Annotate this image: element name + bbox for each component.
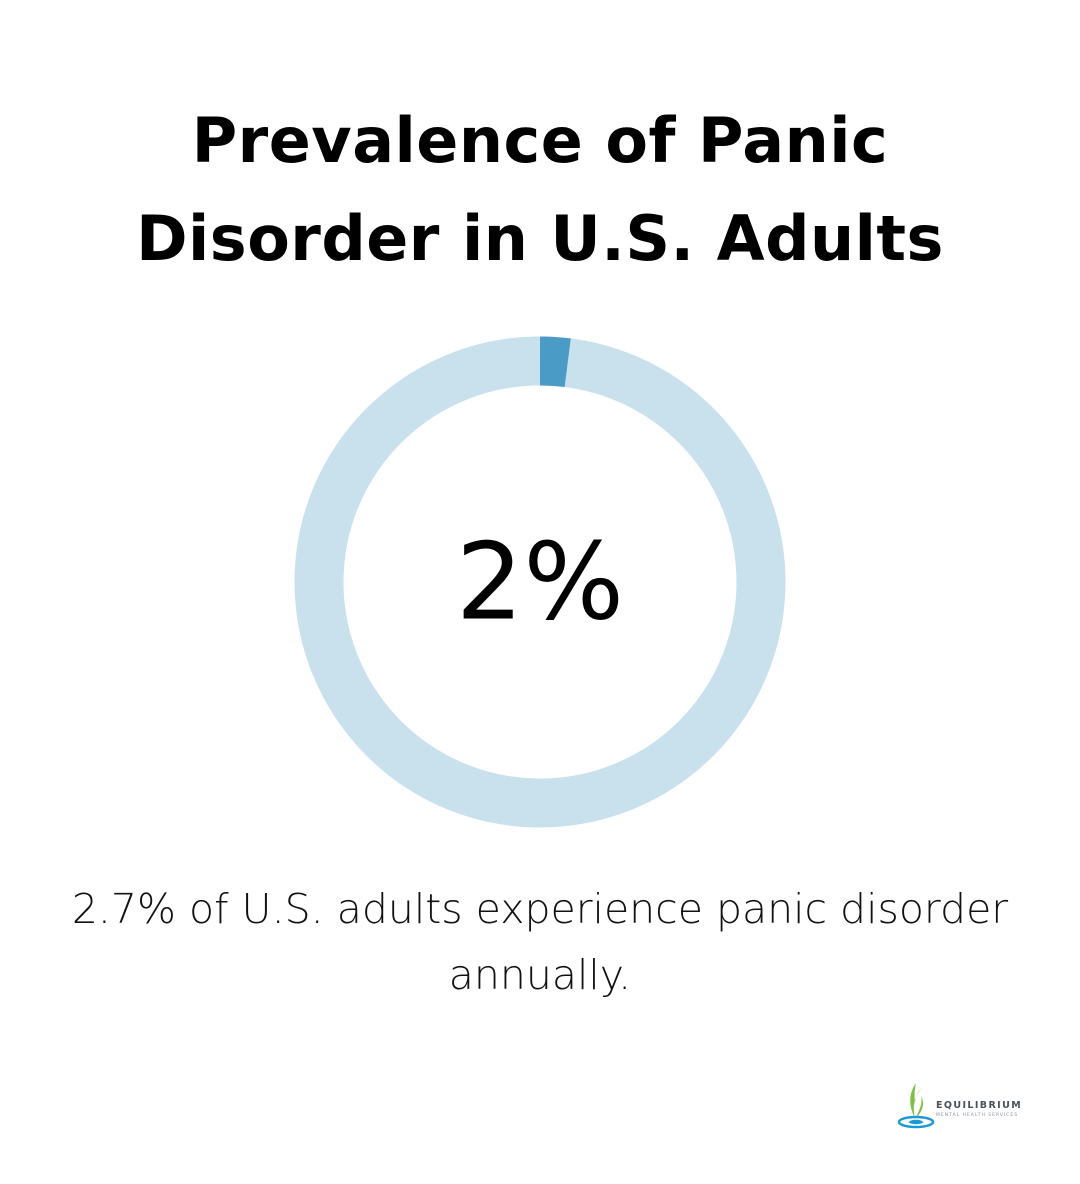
brand-name: EQUILIBRIUM — [936, 1100, 1023, 1111]
chart-caption-line-2: annually. — [448, 951, 632, 999]
chart-caption-line-1: 2.7% of U.S. adults experience panic dis… — [71, 885, 1009, 933]
chart-title: Prevalence of Panic Disorder in U.S. Adu… — [0, 92, 1080, 288]
donut-center-label: 2% — [456, 521, 624, 644]
leaf-droplet-icon — [897, 1083, 935, 1129]
brand-logo: EQUILIBRIUM MENTAL HEALTH SERVICES — [896, 1080, 1036, 1130]
chart-title-line-2: Disorder in U.S. Adults — [136, 202, 944, 275]
donut-value-arc — [539, 336, 571, 388]
chart-title-line-1: Prevalence of Panic — [191, 104, 889, 177]
chart-caption: 2.7% of U.S. adults experience panic dis… — [0, 876, 1080, 1008]
brand-tagline: MENTAL HEALTH SERVICES — [936, 1113, 1019, 1118]
